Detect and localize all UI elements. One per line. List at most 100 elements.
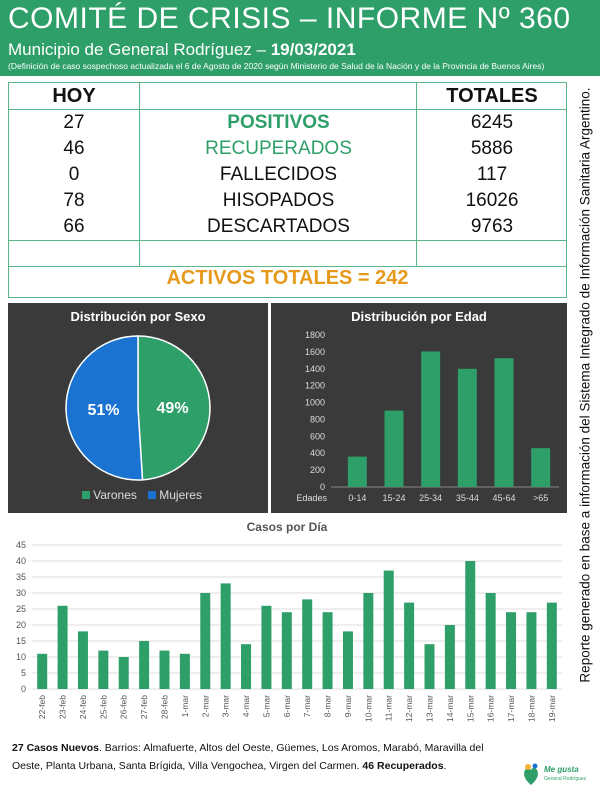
age-ytick: 1600 [305,347,325,357]
daily-ytick: 40 [16,556,26,566]
hisopados-total: 16026 [465,190,519,211]
daily-chart-title: Casos por Día [247,520,328,534]
table-divider [139,83,140,266]
report-subtitle: Municipio de General Rodríguez – 19/03/2… [8,40,356,60]
daily-bar-11 [261,605,272,689]
daily-bar-23 [506,612,517,689]
daily-xtick: 25-feb [98,695,108,719]
daily-bar-5 [139,641,150,689]
daily-xtick: 11-mar [384,695,394,721]
table-divider [9,109,566,110]
age-bar-3 [457,368,477,487]
daily-bar-1 [57,605,68,689]
age-xtick: 35-44 [456,493,479,503]
age-xtick: 25-34 [419,493,442,503]
sex-chart-title: Distribución por Sexo [70,309,206,324]
recuperados-label: RECUPERADOS [205,138,352,159]
report-title: COMITÉ DE CRISIS – INFORME Nº 360 [8,2,571,35]
age-xtick: >65 [533,493,548,503]
positivos-total: 6245 [470,112,514,133]
age-ytick: 1400 [305,364,325,374]
source-note: Reporte generado en base a información d… [577,87,593,683]
daily-xtick: 1-mar [180,695,190,717]
recuperados-hoy: 46 [63,138,85,159]
logo-subtext: General Rodríguez [544,776,587,782]
nuevos-casos: 27 Casos Nuevos [12,742,99,754]
daily-xtick: 17-mar [506,695,516,722]
sex-legend: Varones Mujeres [8,488,268,502]
pie-slice-mujeres [65,335,144,481]
daily-bar-0 [37,653,48,689]
daily-xtick: 14-mar [445,695,455,722]
barrios-list: . Barrios: Almafuerte, Altos del Oeste, … [12,742,484,772]
daily-xtick: 23-feb [58,695,68,719]
daily-xtick: 5-mar [261,695,271,717]
daily-xtick: 9-mar [343,695,353,717]
age-ytick: 1800 [305,330,325,340]
positivos-label: POSITIVOS [227,112,330,133]
pie-slice-varones [137,335,211,481]
recuperados-total: 5886 [470,138,514,159]
daily-ytick: 0 [21,684,26,694]
header-hoy: HOY [52,85,96,107]
definition-note: (Definición de caso sospechoso actualiza… [8,61,545,71]
daily-bar-7 [179,653,190,689]
age-ytick: 600 [310,431,325,441]
age-xtick: 0-14 [348,493,366,503]
descartados-total: 9763 [470,216,514,237]
daily-bar-4 [118,657,129,689]
daily-ytick: 35 [16,572,26,582]
age-chart-panel: Distribución por Edad 0 200 400 600 800 1000 1… [271,303,567,513]
daily-ytick: 15 [16,636,26,646]
positivos-hoy: 27 [63,112,85,133]
age-bar-4 [494,358,514,487]
daily-xtick: 2-mar [200,695,210,717]
legend-mujeres: Mujeres [159,488,202,502]
daily-bar-17 [383,570,394,689]
daily-bar-14 [322,612,333,689]
age-bar-1 [384,410,404,487]
daily-ytick: 5 [21,668,26,678]
daily-ytick: 10 [16,652,26,662]
age-xtick: 45-64 [492,493,515,503]
daily-bar-22 [485,593,496,689]
daily-xtick: 22-feb [37,695,47,719]
descartados-label: DESCARTADOS [207,216,350,237]
daily-bar-10 [241,644,252,689]
daily-xtick: 10-mar [363,695,373,722]
heart-icon [524,763,538,785]
daily-cases-chart: Casos por Día 0 5 10 15 20 25 30 35 40 45 22-feb 23-… [16,520,562,722]
legend-mujeres-swatch [148,491,157,499]
age-ytick: 200 [310,465,325,475]
daily-xtick: 18-mar [526,695,536,722]
recuperados-footer: 46 Recuperados [362,760,444,772]
daily-xtick: 16-mar [486,695,496,722]
daily-xtick: 24-feb [78,695,88,719]
footer-text: 27 Casos Nuevos. Barrios: Almafuerte, Al… [12,739,512,775]
daily-xtick: 13-mar [425,695,435,722]
daily-xtick: 7-mar [302,695,312,717]
fallecidos-total: 117 [476,164,508,185]
age-chart-title: Distribución por Edad [351,309,487,324]
daily-ytick: 25 [16,604,26,614]
daily-bar-24 [526,612,537,689]
daily-xtick: 28-feb [160,695,170,719]
sex-chart-panel: Distribución por Sexo 49% 51% Varones Muj… [8,303,268,513]
sex-pie-chart: 49% 51% [65,335,211,481]
stats-table: HOY TOTALES 27 POSITIVOS 6245 46 RECUPER… [8,82,567,298]
daily-bar-13 [302,599,313,689]
daily-bar-6 [159,650,170,689]
age-ytick: 800 [310,414,325,424]
header-totales: TOTALES [446,85,538,107]
daily-bar-15 [342,631,353,689]
daily-bar-19 [424,644,435,689]
footer-end: . [443,760,447,772]
age-bar-2 [421,351,441,487]
age-bar-5 [531,448,551,487]
daily-xtick: 26-feb [119,695,129,719]
daily-bar-9 [220,583,231,689]
daily-xtick: 3-mar [221,695,231,717]
daily-ytick: 20 [16,620,26,630]
age-ytick: 400 [310,448,325,458]
age-bar-chart: 0 200 400 600 800 1000 1200 1400 1600 1800 0-14 15-… [296,330,559,503]
